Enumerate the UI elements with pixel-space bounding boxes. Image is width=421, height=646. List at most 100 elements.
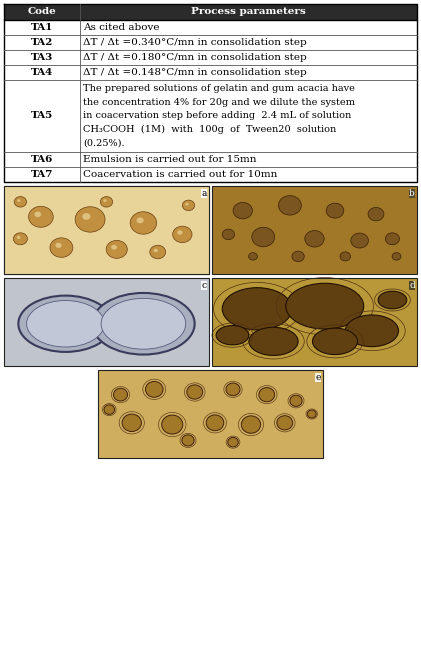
Text: (0.25%).: (0.25%). (83, 139, 125, 148)
Ellipse shape (307, 410, 316, 418)
Ellipse shape (187, 385, 203, 399)
Ellipse shape (277, 415, 293, 430)
Ellipse shape (114, 388, 128, 401)
Ellipse shape (136, 217, 144, 224)
Ellipse shape (216, 326, 249, 345)
Text: Code: Code (28, 8, 56, 17)
Text: a: a (202, 189, 207, 198)
Bar (212, 278, 417, 366)
Ellipse shape (14, 196, 27, 207)
Text: As cited above: As cited above (83, 23, 160, 32)
Ellipse shape (56, 243, 62, 248)
Ellipse shape (222, 229, 234, 240)
Bar (98, 370, 323, 458)
Bar (4, 65, 417, 80)
Ellipse shape (100, 196, 113, 207)
Bar (4, 4, 417, 20)
Text: The prepared solutions of gelatin and gum acacia have: The prepared solutions of gelatin and gu… (83, 85, 355, 93)
Bar (4, 186, 209, 274)
Text: c: c (202, 281, 207, 290)
Bar (4, 186, 209, 274)
Bar (98, 370, 323, 458)
Ellipse shape (17, 236, 21, 239)
Bar (4, 20, 417, 35)
Ellipse shape (326, 203, 344, 218)
Ellipse shape (305, 231, 324, 247)
Ellipse shape (351, 233, 368, 248)
Text: the concentration 4% for 20g and we dilute the system: the concentration 4% for 20g and we dilu… (83, 98, 355, 107)
Text: CH₃COOH  (1M)  with  100g  of  Tween20  solution: CH₃COOH (1M) with 100g of Tween20 soluti… (83, 125, 337, 134)
Ellipse shape (249, 328, 298, 355)
Ellipse shape (150, 245, 166, 259)
Ellipse shape (182, 435, 194, 446)
Ellipse shape (162, 415, 183, 434)
Ellipse shape (312, 328, 357, 355)
Ellipse shape (35, 211, 41, 217)
Ellipse shape (154, 249, 158, 252)
Ellipse shape (378, 291, 407, 309)
Text: ΔT / Δt =0.148°C/mn in consolidation step: ΔT / Δt =0.148°C/mn in consolidation ste… (83, 68, 307, 77)
Ellipse shape (101, 298, 186, 349)
Bar (4, 50, 417, 65)
Bar (4, 167, 417, 182)
Ellipse shape (82, 213, 91, 220)
Ellipse shape (385, 233, 400, 245)
Ellipse shape (340, 252, 351, 261)
Ellipse shape (104, 405, 115, 414)
Ellipse shape (50, 238, 73, 257)
Text: d: d (409, 281, 415, 290)
Text: TA1: TA1 (31, 23, 53, 32)
Ellipse shape (392, 253, 401, 260)
Ellipse shape (27, 300, 104, 347)
Text: TA4: TA4 (31, 68, 53, 77)
Text: TA3: TA3 (31, 53, 53, 62)
Text: TA6: TA6 (31, 155, 53, 164)
Text: e: e (316, 373, 321, 382)
Ellipse shape (278, 196, 301, 215)
Text: TA7: TA7 (31, 170, 53, 179)
Ellipse shape (92, 293, 195, 355)
Ellipse shape (106, 240, 127, 258)
Text: in coacervation step before adding  2.4 mL of solution: in coacervation step before adding 2.4 m… (83, 112, 352, 121)
Ellipse shape (75, 207, 105, 232)
Ellipse shape (122, 414, 141, 432)
Ellipse shape (177, 230, 183, 234)
Text: Emulsion is carried out for 15mn: Emulsion is carried out for 15mn (83, 155, 257, 164)
Bar (212, 186, 417, 274)
Bar (4, 80, 417, 152)
Ellipse shape (286, 284, 364, 329)
Bar (212, 278, 417, 366)
Ellipse shape (292, 251, 304, 262)
Bar (4, 278, 209, 366)
Bar (4, 152, 417, 167)
Ellipse shape (228, 437, 238, 447)
Ellipse shape (103, 199, 107, 202)
Ellipse shape (252, 227, 274, 247)
Text: ΔT / Δt =0.340°C/mn in consolidation step: ΔT / Δt =0.340°C/mn in consolidation ste… (83, 38, 307, 47)
Ellipse shape (29, 206, 53, 227)
Ellipse shape (13, 233, 27, 245)
Text: TA5: TA5 (31, 112, 53, 121)
Ellipse shape (185, 203, 189, 205)
Ellipse shape (130, 212, 157, 234)
Text: b: b (409, 189, 415, 198)
Text: TA2: TA2 (31, 38, 53, 47)
Bar (4, 186, 209, 274)
Ellipse shape (173, 226, 192, 243)
Ellipse shape (368, 207, 384, 221)
Bar (4, 35, 417, 50)
Ellipse shape (226, 383, 240, 396)
Text: Process parameters: Process parameters (191, 8, 306, 17)
Text: ΔT / Δt =0.180°C/mn in consolidation step: ΔT / Δt =0.180°C/mn in consolidation ste… (83, 53, 307, 62)
Ellipse shape (17, 199, 21, 202)
Bar (212, 186, 417, 274)
Ellipse shape (290, 395, 302, 406)
Ellipse shape (145, 381, 163, 397)
Bar (4, 278, 209, 366)
Ellipse shape (182, 200, 195, 211)
Ellipse shape (222, 287, 292, 330)
Ellipse shape (233, 202, 253, 219)
Ellipse shape (345, 315, 399, 347)
Ellipse shape (111, 245, 117, 249)
Text: Coacervation is carried out for 10mn: Coacervation is carried out for 10mn (83, 170, 278, 179)
